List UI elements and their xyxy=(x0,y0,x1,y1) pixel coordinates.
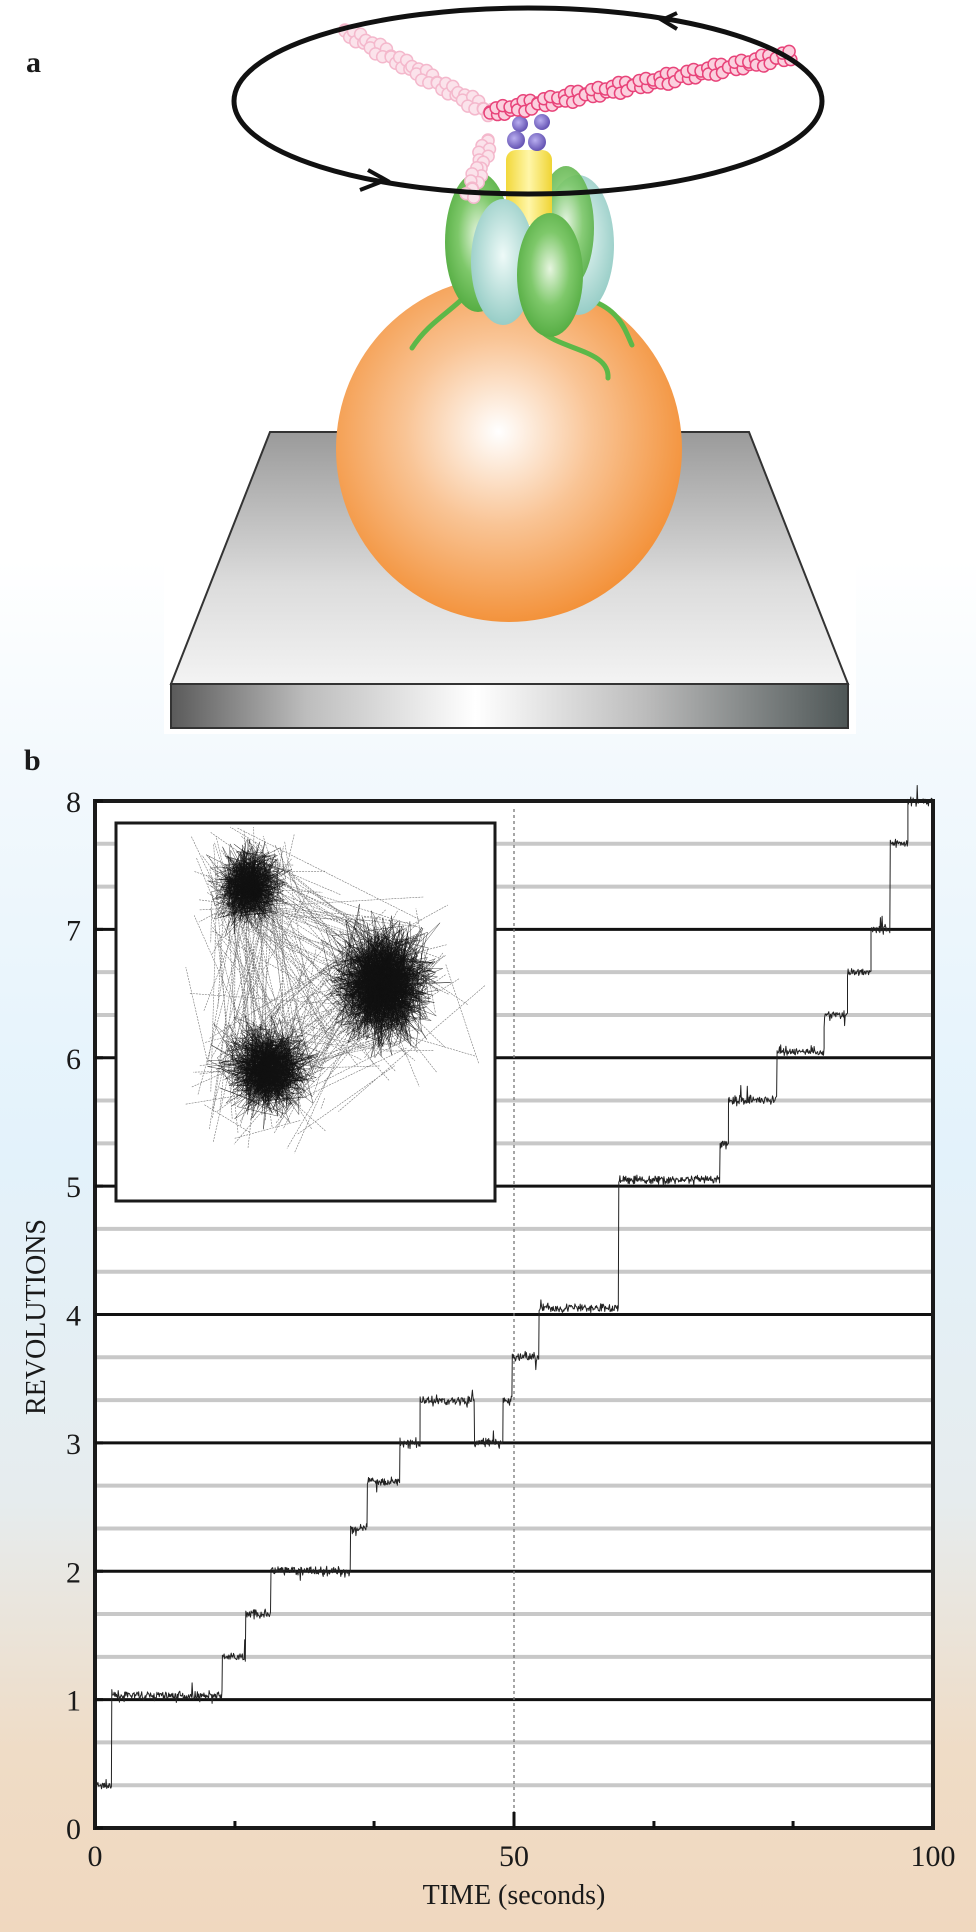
panel-label-a: a xyxy=(26,46,41,79)
arrow-head-icon xyxy=(359,168,391,192)
y-tick-label: 2 xyxy=(66,1556,81,1589)
x-tick-label: 0 xyxy=(88,1840,103,1873)
f1-atpase-motor xyxy=(409,114,635,381)
rotation-arrow-ellipse xyxy=(231,5,825,197)
x-axis-label: TIME (seconds) xyxy=(423,1880,606,1911)
alpha-subunit xyxy=(517,213,583,337)
axis-ticks: 0 1 2 3 4 5 6 7 8 0 50 100 xyxy=(66,786,956,1873)
y-tick-label: 5 xyxy=(66,1171,81,1204)
y-tick-label: 4 xyxy=(66,1300,81,1333)
y-tick-label: 6 xyxy=(66,1043,81,1076)
inset-position-scatter xyxy=(206,838,451,1130)
streptavidin-cap xyxy=(507,114,550,151)
y-tick-label: 3 xyxy=(66,1428,81,1461)
panel-label-b: b xyxy=(24,744,41,777)
y-tick-label: 7 xyxy=(66,914,81,947)
rotation-trace xyxy=(94,785,933,1790)
y-axis-label: REVOLUTIONS xyxy=(21,1219,52,1415)
arrow-head-icon xyxy=(657,11,679,31)
y-tick-label: 1 xyxy=(66,1685,81,1718)
trace-line xyxy=(94,785,933,1790)
bead-sphere xyxy=(336,276,682,622)
y-tick-label: 8 xyxy=(66,786,81,819)
x-tick-label: 100 xyxy=(911,1840,956,1873)
x-tick-label: 50 xyxy=(499,1840,529,1873)
y-tick-label: 0 xyxy=(66,1813,81,1846)
panel-a-diagram: a xyxy=(26,5,856,734)
panel-b-chart: b 0 1 2 3 4 5 6 7 8 0 50 100 REVOLUTIONS TIME (seco… xyxy=(21,744,956,1911)
inset-scatter xyxy=(114,821,497,1203)
